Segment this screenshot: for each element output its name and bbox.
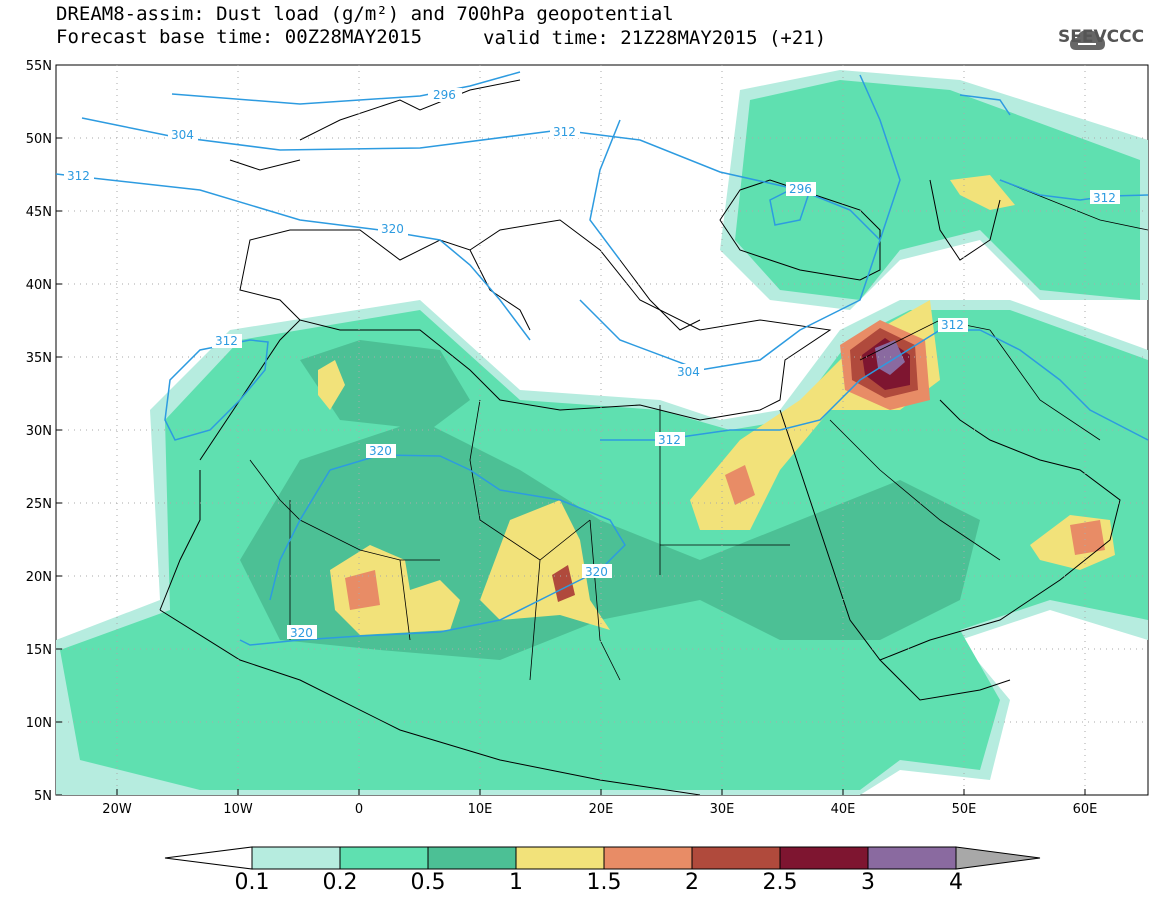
contour-label: 320 xyxy=(290,626,313,640)
lon-tick-label: 50E xyxy=(952,802,977,817)
colorbar-swatch xyxy=(515,846,605,870)
dust-yellow-1 xyxy=(330,545,460,635)
colorbar-label: 0.2 xyxy=(322,870,358,895)
colorbar-label: 1.5 xyxy=(586,870,622,895)
seevccc-logo: SEEVCCC xyxy=(1058,27,1145,47)
contour-labels: 296 304 312 320 296 312 312 304 312 312 … xyxy=(64,88,1120,640)
dust-orange-4 xyxy=(1070,520,1105,555)
lat-tick-label: 20N xyxy=(26,570,52,585)
lat-tick-label: 40N xyxy=(26,278,52,293)
lat-tick-label: 25N xyxy=(26,497,52,512)
lon-tick-label: 40E xyxy=(831,802,856,817)
lat-tick-label: 30N xyxy=(26,424,52,439)
colorbar-label: 2.5 xyxy=(762,870,798,895)
contour-label: 304 xyxy=(677,365,700,379)
lon-tick-label: 10E xyxy=(468,802,493,817)
contour-label: 312 xyxy=(941,318,964,332)
colorbar-label: 0.1 xyxy=(234,870,270,895)
lat-tick-label: 5N xyxy=(34,789,52,804)
lat-tick-label: 55N xyxy=(26,59,52,74)
colorbar-swatch xyxy=(603,846,693,870)
contour-label: 312 xyxy=(1093,191,1116,205)
borders xyxy=(249,179,1148,681)
lat-tick-label: 45N xyxy=(26,205,52,220)
colorbar-swatch xyxy=(779,846,869,870)
map-title: DREAM8-assim: Dust load (g/m²) and 700hP… xyxy=(56,3,674,25)
colorbar-label: 4 xyxy=(949,870,963,895)
lat-tick-label: 50N xyxy=(26,132,52,147)
contour-label: 312 xyxy=(215,334,238,348)
cloud-icon xyxy=(1070,30,1105,50)
lat-axis-labels: 55N 50N 45N 40N 35N 30N 25N 20N 15N 10N … xyxy=(26,59,52,804)
dust-yellow-6 xyxy=(318,360,345,410)
forecast-base-time: Forecast base time: 00Z28MAY2015 xyxy=(56,26,423,48)
lon-tick-label: 20E xyxy=(589,802,614,817)
contour-label: 320 xyxy=(381,222,404,236)
colorbar-low-arrow xyxy=(164,846,253,870)
dust-yellow-2 xyxy=(480,500,610,630)
lon-tick-label: 10W xyxy=(223,802,253,817)
contour-label: 296 xyxy=(789,182,812,196)
dust-brown-2 xyxy=(552,565,575,602)
lat-tick-label: 35N xyxy=(26,351,52,366)
lon-axis-labels: 20W 10W 0 10E 20E 30E 40E 50E 60E xyxy=(102,802,1097,817)
contour-label: 312 xyxy=(658,433,681,447)
geopotential-contours xyxy=(56,71,1148,646)
lat-tick-label: 15N xyxy=(26,643,52,658)
contour-label: 312 xyxy=(67,169,90,183)
lon-tick-label: 0 xyxy=(355,802,363,817)
contour-label: 312 xyxy=(553,125,576,139)
colorbar-swatch xyxy=(427,846,517,870)
contour-label: 296 xyxy=(433,88,456,102)
dust-field-dark-2 xyxy=(300,340,470,430)
lat-tick-label: 10N xyxy=(26,716,52,731)
dust-yellow-5 xyxy=(950,175,1015,210)
dust-field-medium-north xyxy=(735,80,1140,300)
lon-tick-label: 60E xyxy=(1073,802,1098,817)
colorbar-label: 3 xyxy=(861,870,875,895)
contour-label: 320 xyxy=(369,444,392,458)
colorbar-high-arrow xyxy=(955,846,1041,870)
coastlines xyxy=(159,79,1121,795)
contour-label: 304 xyxy=(171,128,194,142)
dust-orange-3 xyxy=(725,465,755,505)
colorbar-swatch xyxy=(867,846,957,870)
lon-tick-label: 20W xyxy=(102,802,132,817)
dust-orange-1 xyxy=(345,570,380,610)
colorbar-swatch xyxy=(691,846,781,870)
valid-time: valid time: 21Z28MAY2015 (+21) xyxy=(483,27,827,49)
colorbar-swatch xyxy=(339,846,429,870)
colorbar-label: 2 xyxy=(685,870,699,895)
contour-label: 320 xyxy=(585,565,608,579)
colorbar xyxy=(164,846,1041,870)
colorbar-label: 0.5 xyxy=(410,870,446,895)
tick-marks xyxy=(56,64,1086,796)
colorbar-swatch xyxy=(251,846,341,870)
lon-tick-label: 30E xyxy=(710,802,735,817)
colorbar-label: 1 xyxy=(509,870,523,895)
